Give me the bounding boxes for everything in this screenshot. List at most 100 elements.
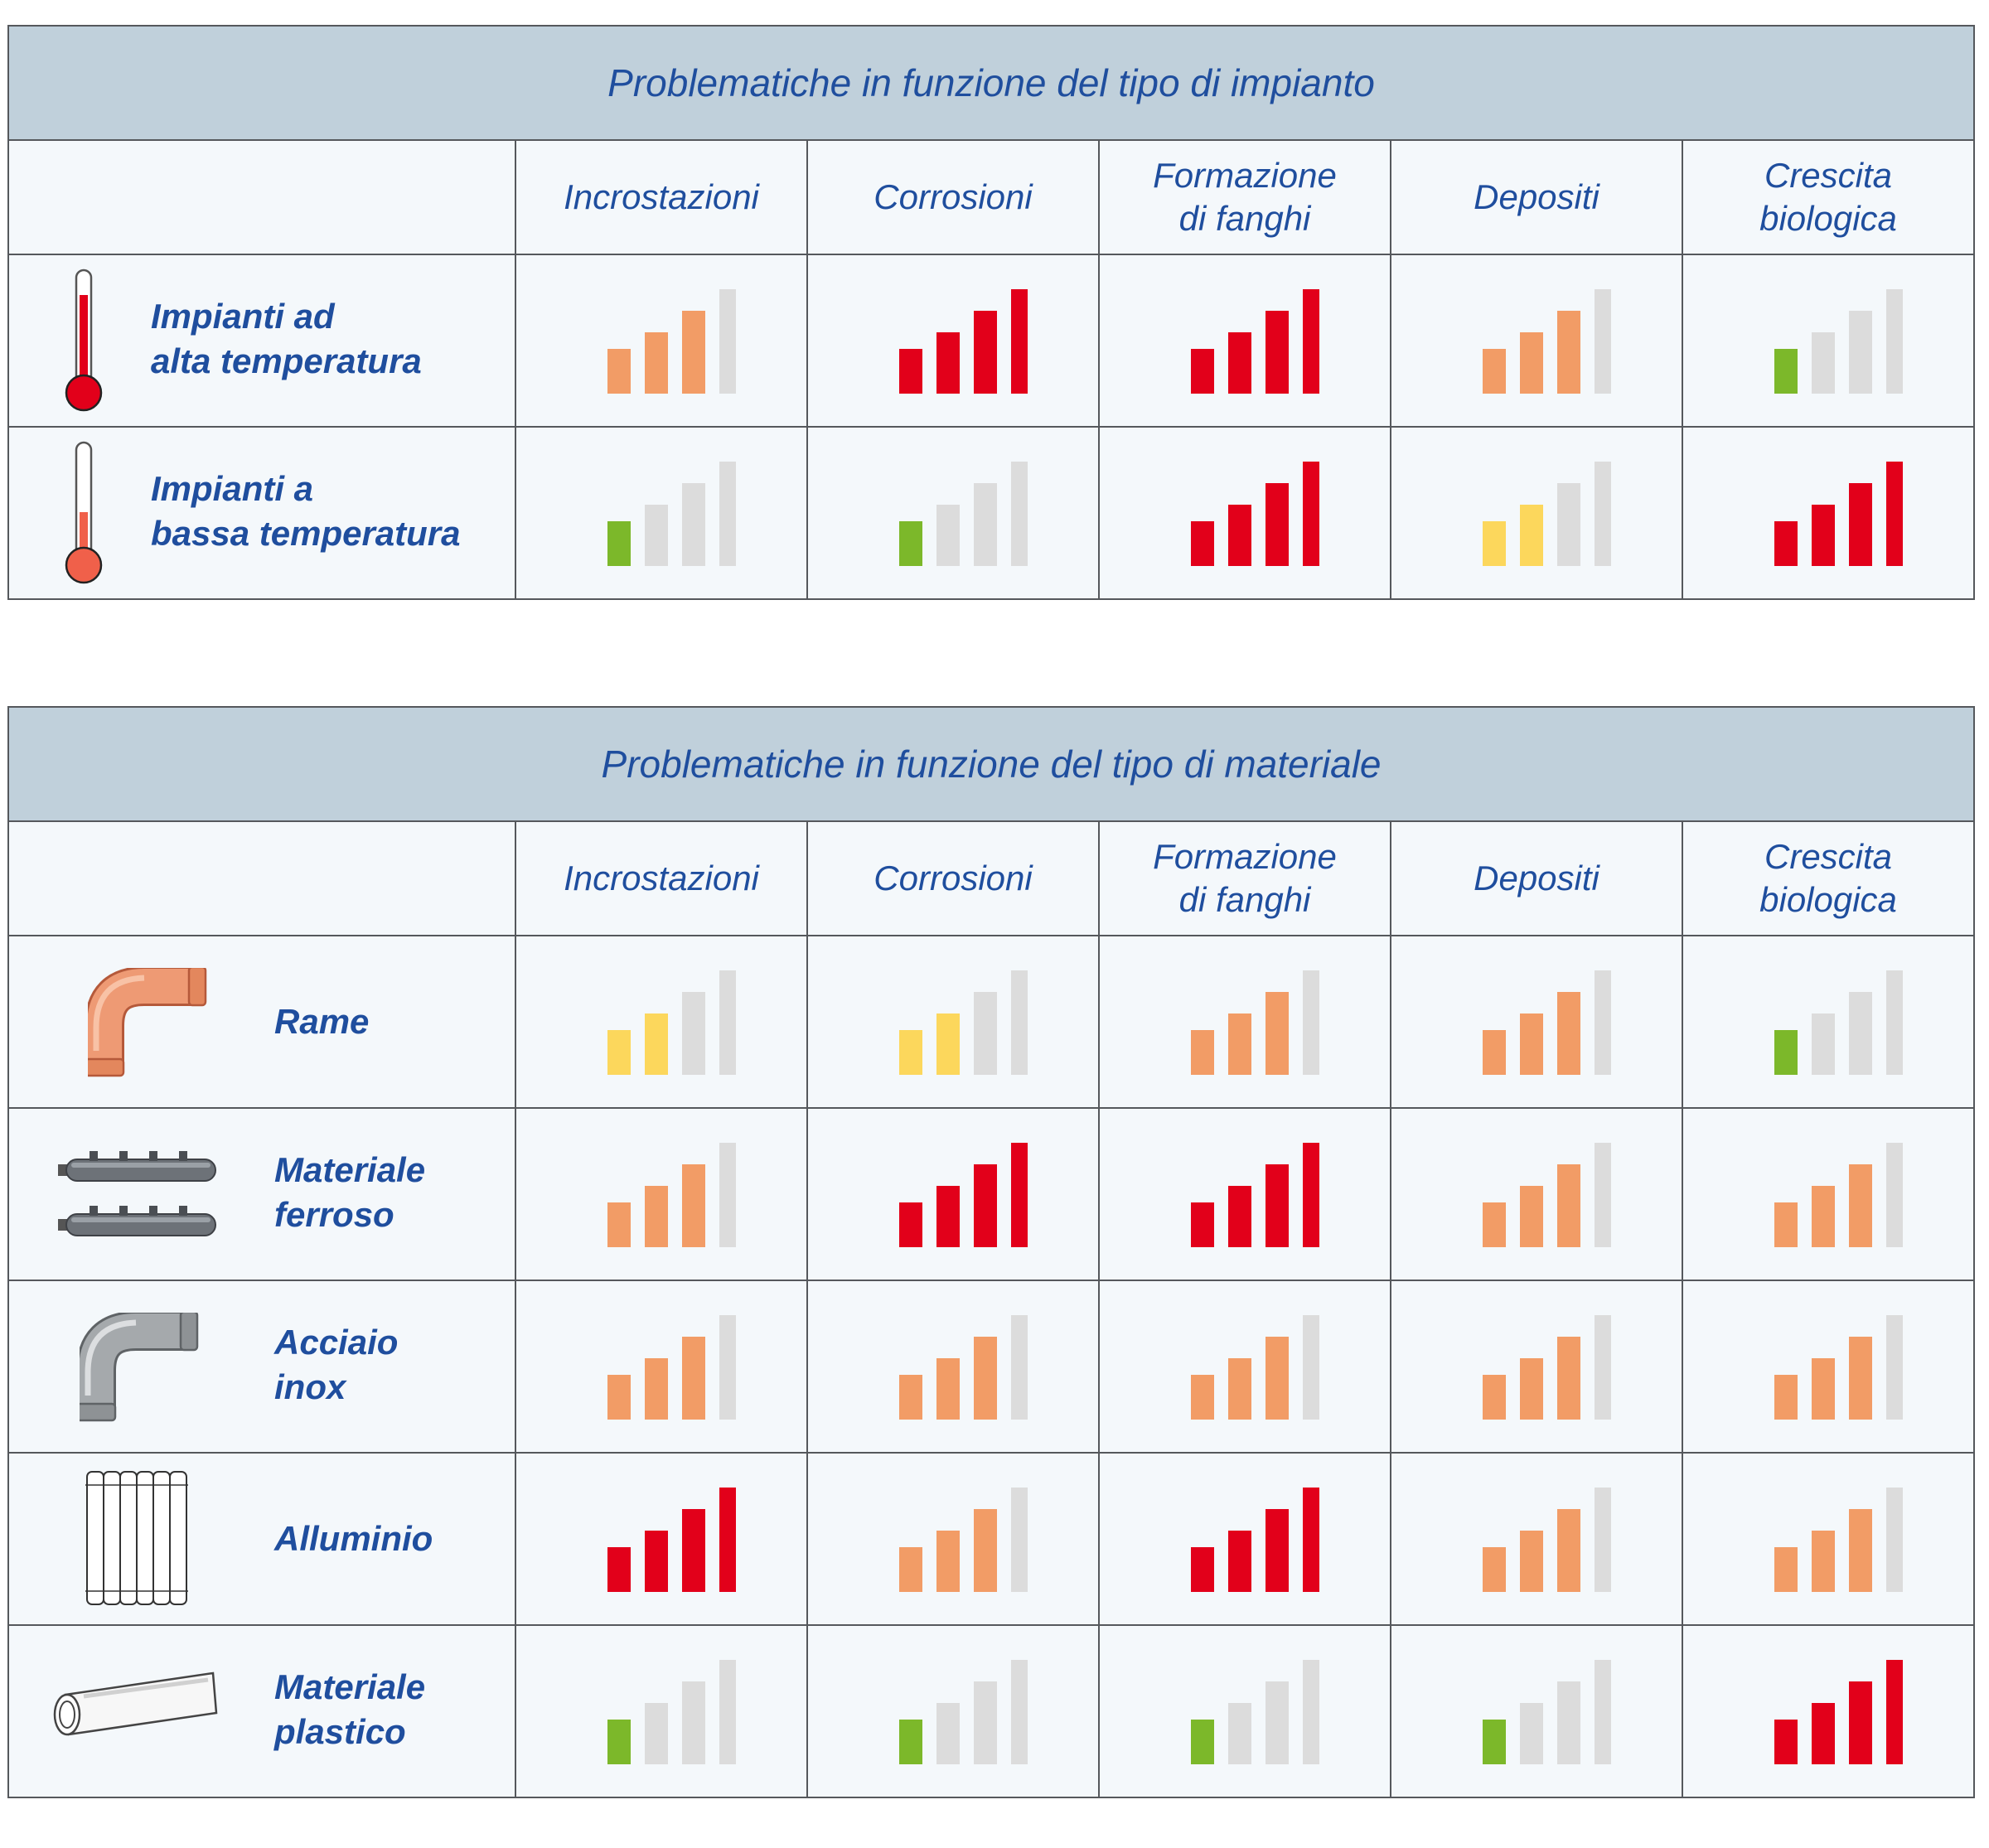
rating-bar-filled xyxy=(1849,1337,1873,1420)
rating-bar-filled xyxy=(1266,1337,1289,1420)
column-header-incrostazioni: Incrostazioni xyxy=(515,820,808,936)
rating-bar-filled xyxy=(974,1337,997,1420)
rating-bar-filled xyxy=(1812,1358,1836,1420)
rating-bars xyxy=(1483,462,1611,566)
rating-bar-filled xyxy=(1520,1186,1543,1247)
rating-bars xyxy=(1483,1143,1611,1247)
column-header-crescita: Crescita biologica xyxy=(1681,820,1976,936)
rating-bar-filled xyxy=(1849,483,1872,566)
rating-bar-filled xyxy=(1520,505,1543,566)
rating-bar-empty xyxy=(682,992,705,1075)
column-header-crescita: Crescita biologica xyxy=(1681,139,1976,255)
rating-bar-empty xyxy=(1303,1315,1319,1420)
rating-bar-filled xyxy=(1774,521,1798,566)
table-row: Rame xyxy=(7,935,1976,1109)
rating-bar-filled xyxy=(1228,505,1251,566)
rating-bar-filled xyxy=(645,1186,668,1247)
row-header: Impianti ad alta temperatura xyxy=(7,254,516,428)
rating-bar-filled xyxy=(1228,1358,1251,1420)
rating-bar-filled xyxy=(936,332,960,394)
rating-bars xyxy=(1483,970,1611,1075)
table-row: Impianti a bassa temperatura xyxy=(7,426,1976,600)
rating-bars xyxy=(1774,1143,1904,1247)
rating-bar-filled xyxy=(1812,1531,1836,1592)
rating-bar-empty xyxy=(1812,332,1835,394)
rating-bar-filled xyxy=(1191,1375,1214,1420)
plastic-pipe-icon xyxy=(53,1671,218,1736)
rating-bar-filled xyxy=(1849,1509,1873,1592)
rating-bar-filled xyxy=(1303,1488,1319,1592)
thermometer-high-icon xyxy=(65,268,103,412)
rating-bar-filled xyxy=(607,1375,631,1420)
rating-bar-filled xyxy=(719,1488,736,1592)
rating-bar-empty xyxy=(1228,1703,1251,1764)
rating-bar-filled xyxy=(645,1531,668,1592)
rating-bar-filled xyxy=(682,1164,705,1247)
table-row: Materiale plastico xyxy=(7,1624,1976,1798)
rating-bar-filled xyxy=(1849,1681,1873,1764)
rating-bar-filled xyxy=(1812,1703,1836,1764)
rating-bar-filled xyxy=(974,311,997,394)
column-header-corrosioni: Corrosioni xyxy=(806,139,1100,255)
rating-bar-filled xyxy=(1774,1375,1798,1420)
rating-bars xyxy=(1191,1660,1319,1764)
rating-bar-empty xyxy=(1557,1681,1580,1764)
rating-bar-filled xyxy=(1303,1143,1319,1247)
table-title: Problematiche in funzione del tipo di im… xyxy=(7,25,1976,141)
rating-bar-filled xyxy=(607,349,631,394)
rating-bars xyxy=(899,289,1028,394)
rating-bar-empty xyxy=(1520,1703,1543,1764)
aluminium-radiator-icon xyxy=(85,1471,188,1605)
column-header-depositi: Depositi xyxy=(1390,820,1683,936)
rating-bar-empty xyxy=(1011,462,1028,566)
rating-bar-filled xyxy=(936,1358,960,1420)
rating-bar-empty xyxy=(719,289,736,394)
rating-bar-empty xyxy=(682,483,705,566)
rating-bar-empty xyxy=(682,1681,705,1764)
rating-bar-empty xyxy=(1595,970,1611,1075)
rating-bar-filled xyxy=(607,1547,631,1592)
rating-bar-empty xyxy=(719,462,736,566)
rating-bar-filled xyxy=(974,1509,997,1592)
rating-bar-empty xyxy=(974,992,997,1075)
rating-bar-filled xyxy=(1886,462,1903,566)
rating-bar-filled xyxy=(1191,349,1214,394)
rating-bars xyxy=(1483,1660,1611,1764)
rating-bars xyxy=(607,1315,736,1420)
rating-bar-empty xyxy=(1886,289,1903,394)
rating-bar-filled xyxy=(1266,992,1289,1075)
corner-cell xyxy=(7,139,516,255)
rating-bar-filled xyxy=(607,1202,631,1247)
rating-bar-filled xyxy=(1011,1143,1028,1247)
rating-bar-filled xyxy=(1266,1164,1289,1247)
rating-bar-filled xyxy=(1812,1186,1836,1247)
row-label: Acciaio inox xyxy=(274,1323,399,1406)
rating-bar-filled xyxy=(1886,1660,1904,1764)
rating-bars xyxy=(1774,289,1903,394)
rating-bars xyxy=(1774,1315,1904,1420)
rating-bar-filled xyxy=(1849,1164,1873,1247)
rating-bar-empty xyxy=(974,1681,997,1764)
rating-bar-filled xyxy=(645,1358,668,1420)
rating-bar-filled xyxy=(974,1164,997,1247)
rating-bar-empty xyxy=(1886,1315,1904,1420)
rating-bar-filled xyxy=(1520,1531,1543,1592)
rating-bar-filled xyxy=(899,1202,922,1247)
rating-bar-filled xyxy=(682,311,705,394)
column-header-fanghi: Formazione di fanghi xyxy=(1098,820,1391,936)
row-header: Rame xyxy=(7,935,516,1109)
rating-bars xyxy=(1774,970,1904,1075)
rating-bars xyxy=(1774,462,1903,566)
rating-bars xyxy=(1191,462,1319,566)
row-label: Materiale plastico xyxy=(274,1667,426,1751)
rating-bar-empty xyxy=(719,1143,736,1247)
rating-bars xyxy=(899,462,1028,566)
rating-bar-filled xyxy=(1483,1547,1506,1592)
steel-elbow-icon xyxy=(80,1313,199,1422)
row-label: Impianti a bassa temperatura xyxy=(151,469,461,553)
rating-bar-filled xyxy=(899,1720,922,1764)
rating-bars xyxy=(1191,289,1319,394)
rating-bar-filled xyxy=(899,1547,922,1592)
rating-bar-empty xyxy=(645,505,668,566)
rating-bars xyxy=(899,1143,1028,1247)
